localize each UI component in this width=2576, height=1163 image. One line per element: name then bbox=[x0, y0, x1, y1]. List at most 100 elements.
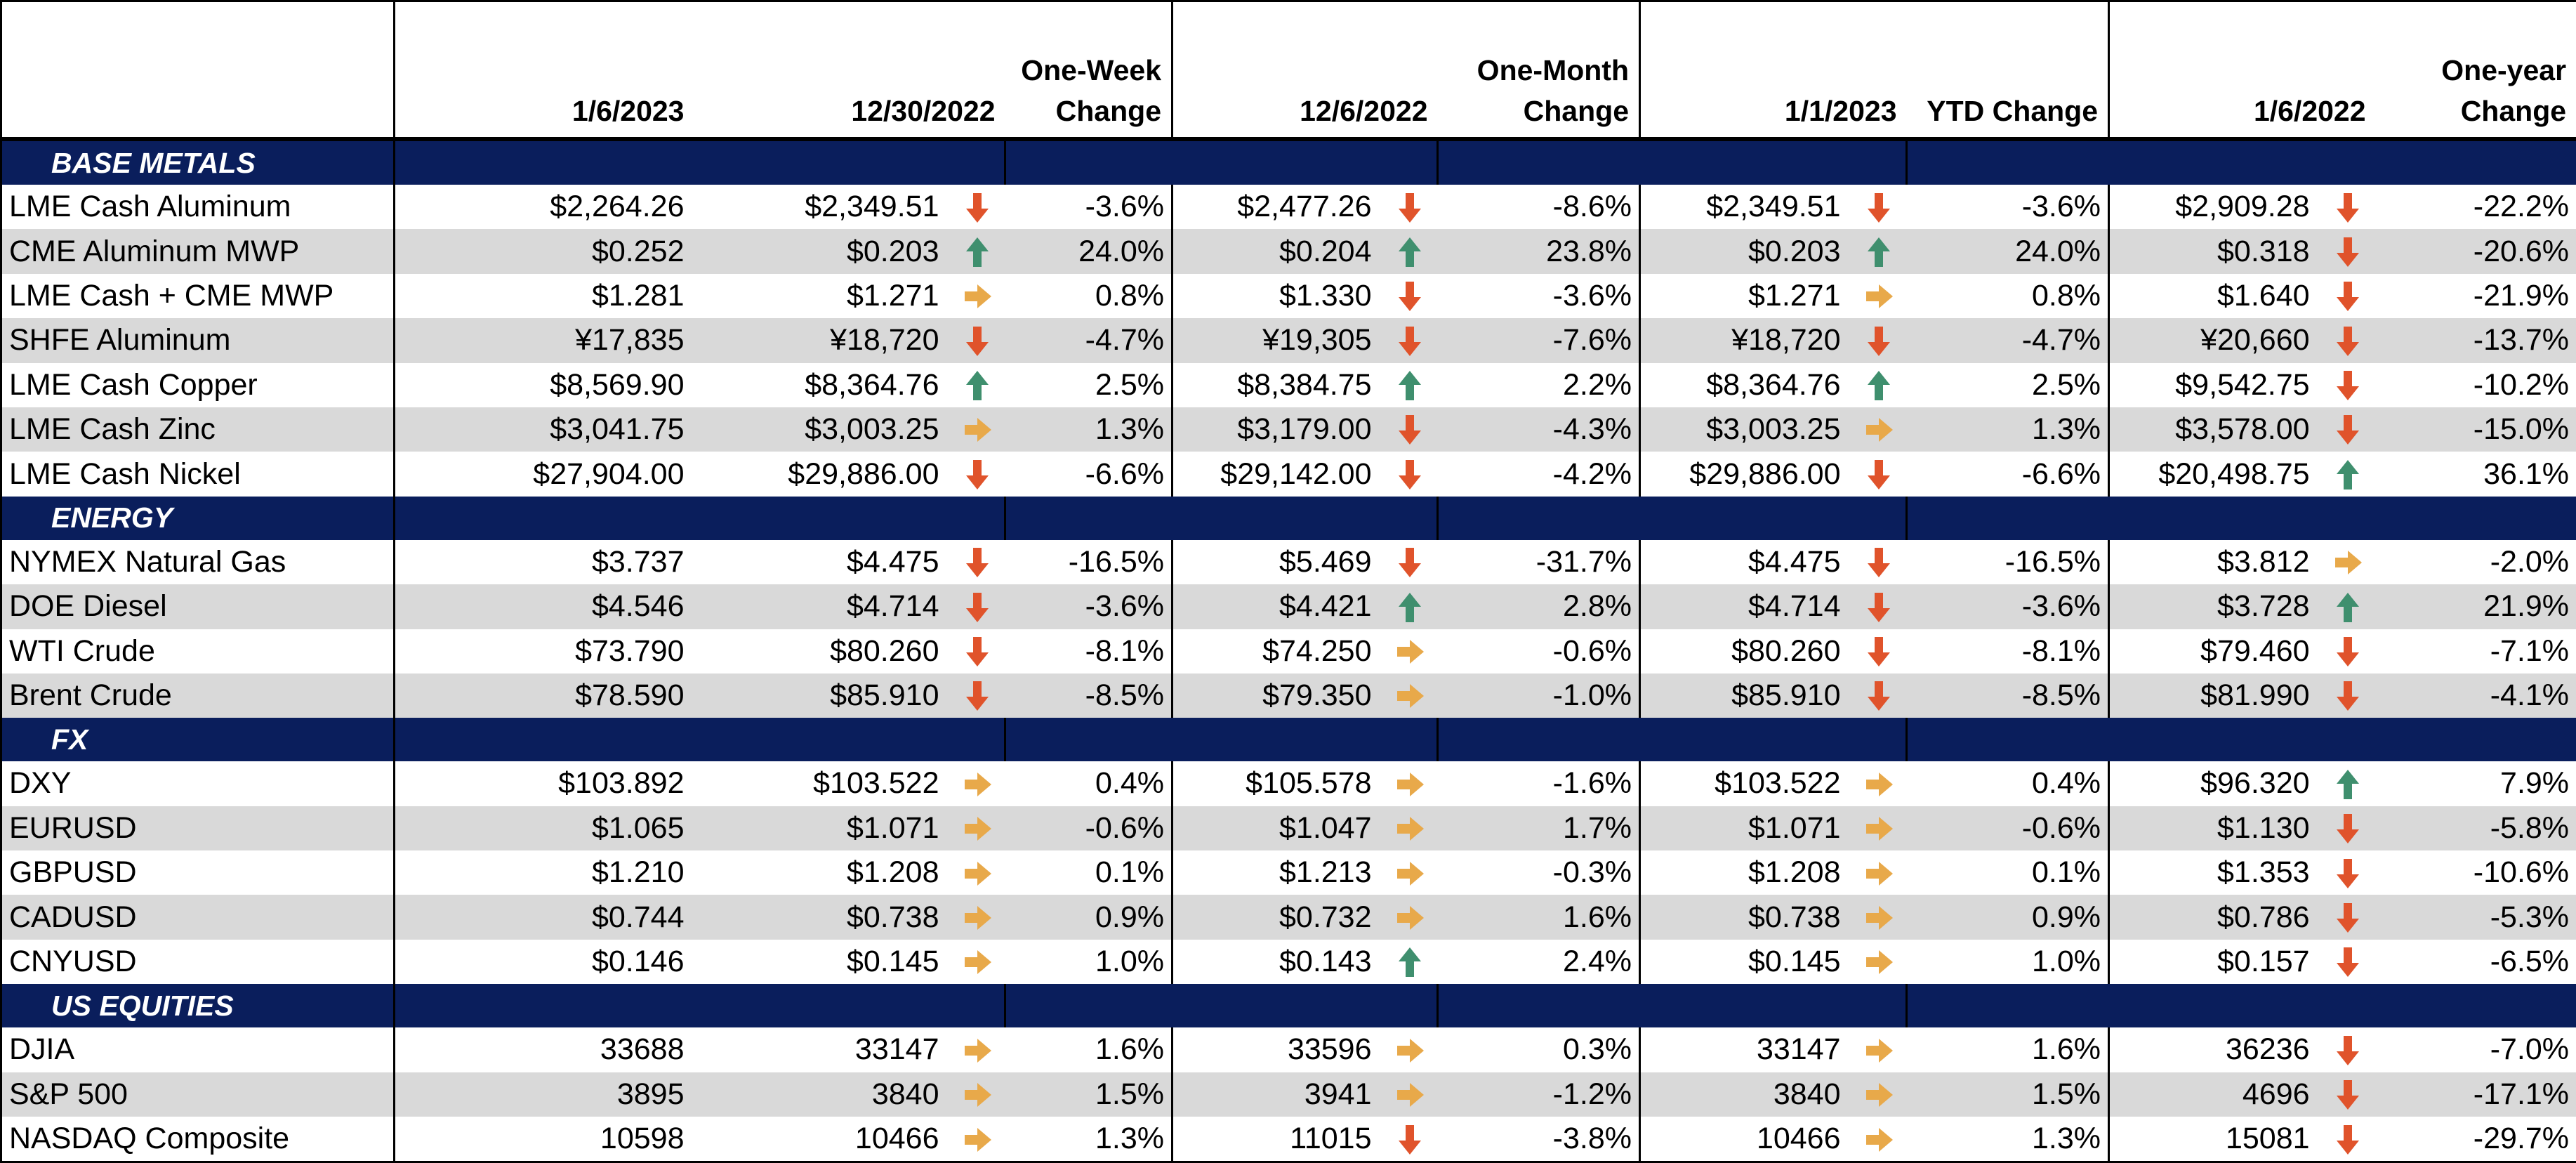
change-one-week: -0.6% bbox=[1005, 806, 1173, 850]
arrow-ytd bbox=[1851, 629, 1907, 674]
section-fill bbox=[1438, 718, 1907, 761]
arrow-week bbox=[949, 674, 1005, 718]
value-ytd-base: 10466 bbox=[1640, 1117, 1851, 1162]
change-one-year: -5.3% bbox=[2376, 895, 2576, 939]
arrow-up-icon bbox=[1863, 233, 1894, 267]
value-prior-year: $2,909.28 bbox=[2109, 185, 2320, 229]
arrow-ytd bbox=[1851, 452, 1907, 496]
value-prior-year: 15081 bbox=[2109, 1117, 2320, 1162]
header-one-year-line2: Change bbox=[2376, 91, 2567, 131]
table-row: NYMEX Natural Gas$3.737$4.475-16.5%$5.46… bbox=[1, 540, 2576, 584]
change-ytd: 1.3% bbox=[1907, 1117, 2109, 1162]
arrow-year bbox=[2320, 761, 2376, 806]
row-name: EURUSD bbox=[1, 806, 395, 850]
header-date-prior-week: 12/30/2022 bbox=[694, 1, 1005, 140]
value-prior-month: $1.330 bbox=[1173, 274, 1382, 318]
change-ytd: -3.6% bbox=[1907, 584, 2109, 629]
table-row: SHFE Aluminum¥17,835¥18,720-4.7%¥19,305-… bbox=[1, 318, 2576, 362]
table-row: Brent Crude$78.590$85.910-8.5%$79.350-1.… bbox=[1, 674, 2576, 718]
arrow-down-icon bbox=[962, 633, 993, 666]
row-name: LME Cash Aluminum bbox=[1, 185, 395, 229]
arrow-month bbox=[1382, 363, 1438, 407]
value-ytd-base: $80.260 bbox=[1640, 629, 1851, 674]
value-prior-week: 33147 bbox=[694, 1027, 949, 1072]
arrow-flat-icon bbox=[962, 810, 993, 844]
value-prior-year: $1.640 bbox=[2109, 274, 2320, 318]
change-one-year: -20.6% bbox=[2376, 229, 2576, 273]
row-name: DOE Diesel bbox=[1, 584, 395, 629]
change-one-week: -8.1% bbox=[1005, 629, 1173, 674]
change-ytd: 1.0% bbox=[1907, 940, 2109, 984]
arrow-month bbox=[1382, 318, 1438, 362]
change-ytd: 0.9% bbox=[1907, 895, 2109, 939]
arrow-down-icon bbox=[2332, 233, 2363, 267]
value-prior-month: $0.204 bbox=[1173, 229, 1382, 273]
change-one-month: 23.8% bbox=[1438, 229, 1640, 273]
arrow-ytd bbox=[1851, 229, 1907, 273]
value-prior-week: ¥18,720 bbox=[694, 318, 949, 362]
arrow-flat-icon bbox=[1863, 855, 1894, 888]
arrow-down-icon bbox=[1394, 544, 1425, 578]
arrow-flat-icon bbox=[962, 1077, 993, 1110]
arrow-week bbox=[949, 318, 1005, 362]
change-ytd: 0.8% bbox=[1907, 274, 2109, 318]
change-one-month: 1.7% bbox=[1438, 806, 1640, 850]
row-name: CNYUSD bbox=[1, 940, 395, 984]
arrow-down-icon bbox=[1394, 456, 1425, 489]
arrow-down-icon bbox=[962, 322, 993, 356]
arrow-month bbox=[1382, 674, 1438, 718]
value-current: $0.744 bbox=[395, 895, 694, 939]
arrow-flat-icon bbox=[962, 1121, 993, 1155]
value-prior-year: $20,498.75 bbox=[2109, 452, 2320, 496]
value-prior-year: $96.320 bbox=[2109, 761, 2320, 806]
arrow-month bbox=[1382, 629, 1438, 674]
arrow-week bbox=[949, 1027, 1005, 1072]
section-header-row: US EQUITIES bbox=[1, 984, 2576, 1027]
row-name: LME Cash Copper bbox=[1, 363, 395, 407]
arrow-flat-icon bbox=[1863, 899, 1894, 933]
arrow-year bbox=[2320, 806, 2376, 850]
change-one-year: 21.9% bbox=[2376, 584, 2576, 629]
section-header-row: BASE METALS bbox=[1, 139, 2576, 185]
change-one-week: 24.0% bbox=[1005, 229, 1173, 273]
change-one-week: 1.6% bbox=[1005, 1027, 1173, 1072]
value-ytd-base: ¥18,720 bbox=[1640, 318, 1851, 362]
arrow-week bbox=[949, 540, 1005, 584]
arrow-flat-icon bbox=[1394, 855, 1425, 888]
section-fill bbox=[1438, 984, 1907, 1027]
value-prior-month: $2,477.26 bbox=[1173, 185, 1382, 229]
arrow-up-icon bbox=[962, 233, 993, 267]
arrow-flat-icon bbox=[1863, 412, 1894, 445]
arrow-flat-icon bbox=[962, 278, 993, 312]
change-one-month: 2.8% bbox=[1438, 584, 1640, 629]
row-name: NASDAQ Composite bbox=[1, 1117, 395, 1162]
change-one-month: -3.6% bbox=[1438, 274, 1640, 318]
arrow-week bbox=[949, 1117, 1005, 1162]
value-prior-week: $0.738 bbox=[694, 895, 949, 939]
section-fill bbox=[1005, 139, 1438, 185]
value-prior-week: $1.208 bbox=[694, 850, 949, 895]
arrow-flat-icon bbox=[962, 899, 993, 933]
section-fill bbox=[395, 139, 1005, 185]
change-one-month: -1.6% bbox=[1438, 761, 1640, 806]
arrow-up-icon bbox=[2332, 766, 2363, 799]
arrow-down-icon bbox=[2332, 855, 2363, 888]
arrow-year bbox=[2320, 185, 2376, 229]
arrow-week bbox=[949, 452, 1005, 496]
value-ytd-base: $29,886.00 bbox=[1640, 452, 1851, 496]
arrow-flat-icon bbox=[1863, 1032, 1894, 1065]
arrow-up-icon bbox=[2332, 456, 2363, 489]
value-ytd-base: 33147 bbox=[1640, 1027, 1851, 1072]
arrow-down-icon bbox=[2332, 322, 2363, 356]
arrow-year bbox=[2320, 407, 2376, 452]
value-prior-week: $0.203 bbox=[694, 229, 949, 273]
arrow-ytd bbox=[1851, 318, 1907, 362]
value-prior-year: $0.318 bbox=[2109, 229, 2320, 273]
arrow-ytd bbox=[1851, 895, 1907, 939]
value-prior-month: $74.250 bbox=[1173, 629, 1382, 674]
